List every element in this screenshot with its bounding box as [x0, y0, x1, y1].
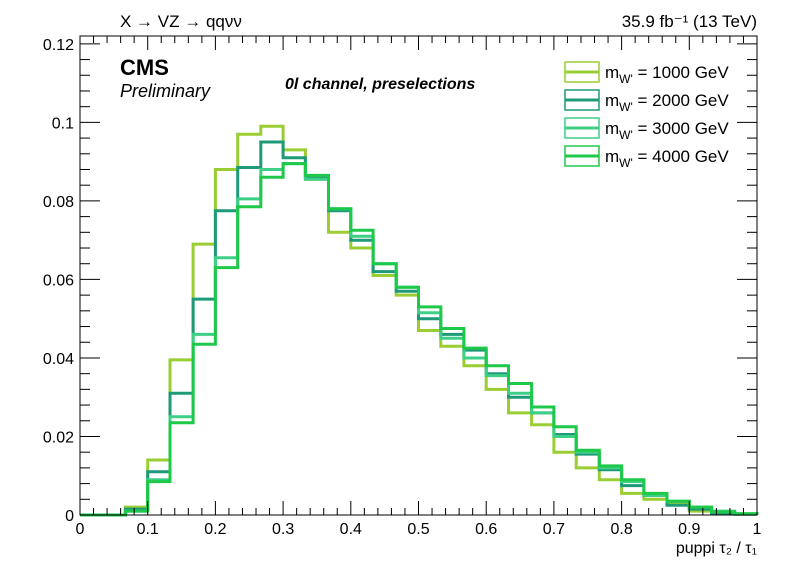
series-line-4 [80, 162, 759, 517]
x-tick-label: 0.9 [678, 521, 700, 538]
process-title: X → VZ → qqνν [120, 12, 242, 31]
series-layer [80, 124, 759, 517]
y-tick-label: 0.06 [43, 272, 74, 289]
legend: mW' = 1000 GeV mW' = 2000 GeV mW' = 3000 G… [564, 61, 729, 170]
y-tick-label: 0.1 [52, 115, 74, 132]
x-tick-label: 0.3 [272, 521, 294, 538]
x-tick-label: 1 [753, 521, 762, 538]
cms-label: CMS [120, 55, 169, 80]
y-tick-label: 0.04 [43, 351, 74, 368]
x-tick-label: 0.5 [407, 521, 429, 538]
x-tick-label: 0.4 [340, 521, 362, 538]
x-tick-label: 0.2 [204, 521, 226, 538]
series-line-1 [80, 124, 759, 517]
channel-annotation: 0l channel, preselections [285, 76, 475, 93]
y-tick-label: 0.12 [43, 37, 74, 54]
luminosity-label: 35.9 fb⁻¹ (13 TeV) [622, 12, 757, 31]
y-tick-label: 0.08 [43, 194, 74, 211]
preliminary-label: Preliminary [120, 81, 211, 101]
x-tick-label: 0 [76, 521, 85, 538]
x-tick-label: 0.7 [543, 521, 565, 538]
x-tick-label: 0.6 [475, 521, 497, 538]
legend-entry-label: mW' = 3000 GeV [605, 119, 729, 142]
y-tick-label: 0 [65, 508, 74, 525]
x-tick-label: 0.1 [137, 521, 159, 538]
legend-entry-label: mW' = 4000 GeV [605, 147, 729, 170]
y-tick-label: 0.02 [43, 429, 74, 446]
legend-entry-label: mW' = 1000 GeV [605, 63, 729, 86]
x-tick-label: 0.8 [610, 521, 632, 538]
axis-layer: 0 0.1 0.2 0.3 0.4 0.5 0.6 0.7 0.8 0.9 1 0 0.02 0.04 0.… [43, 35, 762, 538]
legend-entry-label: mW' = 2000 GeV [605, 91, 729, 114]
x-axis-title: puppi τ₂ / τ₁ [676, 540, 757, 557]
series-line-3 [80, 162, 759, 517]
